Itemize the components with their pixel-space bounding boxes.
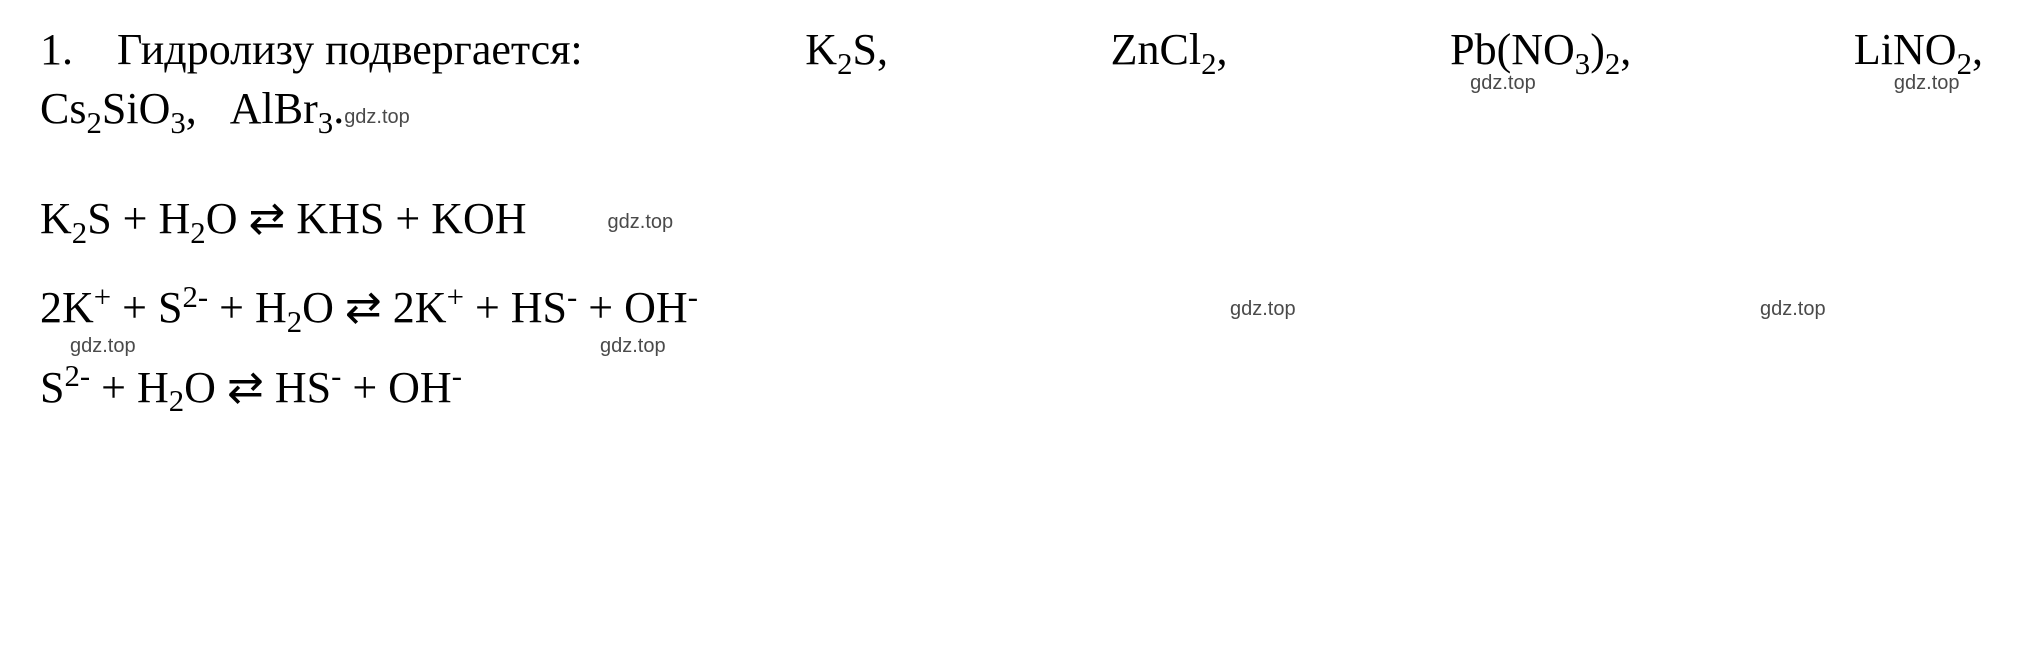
elem: S bbox=[87, 194, 111, 243]
plus: + bbox=[577, 283, 624, 332]
elem: HS bbox=[275, 363, 331, 412]
superscript: + bbox=[447, 280, 464, 314]
formula-k2s: K2S, bbox=[805, 20, 888, 79]
plus: + bbox=[464, 283, 511, 332]
problem-number: 1. bbox=[40, 25, 73, 74]
formula-zncl2: ZnCl2, bbox=[1111, 20, 1228, 79]
problem-line-2: Cs2SiO3, AlBr3.gdz.top bbox=[40, 79, 1983, 138]
subscript: 2 bbox=[86, 106, 101, 140]
formula-pbno32: Pb(NO3)2, gdz.top bbox=[1450, 20, 1631, 79]
superscript: - bbox=[331, 359, 341, 393]
equations-block: K2S + H2O ⇄ KHS + KOH gdz.top 2K+ + S2- … bbox=[40, 189, 1983, 417]
elem: O bbox=[302, 283, 334, 332]
subscript: 2 bbox=[169, 384, 184, 418]
comma: , bbox=[1972, 25, 1983, 74]
elem: H bbox=[159, 194, 191, 243]
watermark: gdz.top bbox=[1470, 70, 1536, 97]
watermark: gdz.top bbox=[1894, 70, 1960, 97]
watermark: gdz.top bbox=[70, 333, 136, 360]
formula-lino2: LiNO2, gdz.top bbox=[1854, 20, 1983, 79]
arrow: ⇄ bbox=[345, 283, 382, 332]
elem: S bbox=[40, 363, 64, 412]
problem-statement: 1. Гидролизу подвергается: K2S, ZnCl2, P… bbox=[40, 20, 1983, 139]
comma: , bbox=[186, 84, 197, 133]
elem: O bbox=[206, 194, 238, 243]
problem-segment: 1. Гидролизу подвергается: bbox=[40, 20, 583, 79]
elem: S bbox=[158, 283, 182, 332]
plus: + bbox=[341, 363, 388, 412]
formula-cs2sio3: Cs2SiO3, bbox=[40, 84, 208, 133]
space bbox=[334, 283, 345, 332]
superscript: + bbox=[94, 280, 111, 314]
subscript: 2 bbox=[72, 216, 87, 250]
space bbox=[382, 283, 393, 332]
eq-content: K2S + H2O ⇄ KHS + KOH bbox=[40, 194, 538, 243]
elem: S, bbox=[852, 25, 887, 74]
eq-content: S2- + H2O ⇄ HS- + OH- bbox=[40, 363, 462, 412]
watermark: gdz.top bbox=[600, 333, 666, 360]
superscript: - bbox=[452, 359, 462, 393]
equation-3: S2- + H2O ⇄ HS- + OH- bbox=[40, 358, 1983, 417]
period: . bbox=[333, 84, 344, 133]
spacer bbox=[208, 84, 219, 133]
elem: Pb(NO bbox=[1450, 25, 1575, 74]
elem: SiO bbox=[102, 84, 170, 133]
space bbox=[264, 363, 275, 412]
problem-line-1: 1. Гидролизу подвергается: K2S, ZnCl2, P… bbox=[40, 20, 1983, 79]
elem: ) bbox=[1590, 25, 1605, 74]
subscript: 3 bbox=[170, 106, 185, 140]
plus: + bbox=[90, 363, 137, 412]
subscript: 2 bbox=[1201, 47, 1216, 81]
watermark: gdz.top bbox=[344, 106, 410, 128]
subscript: 2 bbox=[1605, 47, 1620, 81]
plus: + bbox=[111, 283, 158, 332]
elem: KHS bbox=[296, 194, 384, 243]
elem: OH bbox=[624, 283, 688, 332]
elem: OH bbox=[388, 363, 452, 412]
elem: LiNO bbox=[1854, 25, 1957, 74]
plus: + bbox=[112, 194, 159, 243]
arrow: ⇄ bbox=[227, 363, 264, 412]
superscript: 2- bbox=[182, 280, 208, 314]
equation-2: 2K+ + S2- + H2O ⇄ 2K+ + HS- + OH- gdz.to… bbox=[40, 278, 1983, 337]
formula-albr3: AlBr3.gdz.top bbox=[230, 79, 410, 138]
elem: O bbox=[184, 363, 216, 412]
elem: K bbox=[805, 25, 837, 74]
eq-content: 2K+ + S2- + H2O ⇄ 2K+ + HS- + OH- bbox=[40, 283, 698, 332]
problem-text: Гидролизу подвергается: bbox=[117, 25, 583, 74]
elem: 2K bbox=[40, 283, 94, 332]
arrow: ⇄ bbox=[248, 194, 285, 243]
subscript: 2 bbox=[190, 216, 205, 250]
comma: , bbox=[1620, 25, 1631, 74]
plus: + bbox=[384, 194, 431, 243]
comma: , bbox=[1216, 25, 1227, 74]
superscript: - bbox=[567, 280, 577, 314]
subscript: 3 bbox=[318, 106, 333, 140]
elem: KOH bbox=[431, 194, 526, 243]
space bbox=[216, 363, 227, 412]
space bbox=[285, 194, 296, 243]
elem: HS bbox=[511, 283, 567, 332]
superscript: 2- bbox=[64, 359, 90, 393]
subscript: 3 bbox=[1575, 47, 1590, 81]
elem: H bbox=[255, 283, 287, 332]
equation-1: K2S + H2O ⇄ KHS + KOH gdz.top bbox=[40, 189, 1983, 248]
elem: ZnCl bbox=[1111, 25, 1201, 74]
watermark: gdz.top bbox=[1760, 296, 1826, 323]
elem: Cs bbox=[40, 84, 86, 133]
elem: 2K bbox=[393, 283, 447, 332]
subscript: 2 bbox=[837, 47, 852, 81]
elem: AlBr bbox=[230, 84, 318, 133]
watermark: gdz.top bbox=[1230, 296, 1296, 323]
elem: K bbox=[40, 194, 72, 243]
watermark: gdz.top bbox=[608, 209, 674, 236]
elem: H bbox=[137, 363, 169, 412]
spacer bbox=[84, 25, 106, 74]
space bbox=[237, 194, 248, 243]
subscript: 2 bbox=[287, 305, 302, 339]
superscript: - bbox=[688, 280, 698, 314]
plus: + bbox=[208, 283, 255, 332]
